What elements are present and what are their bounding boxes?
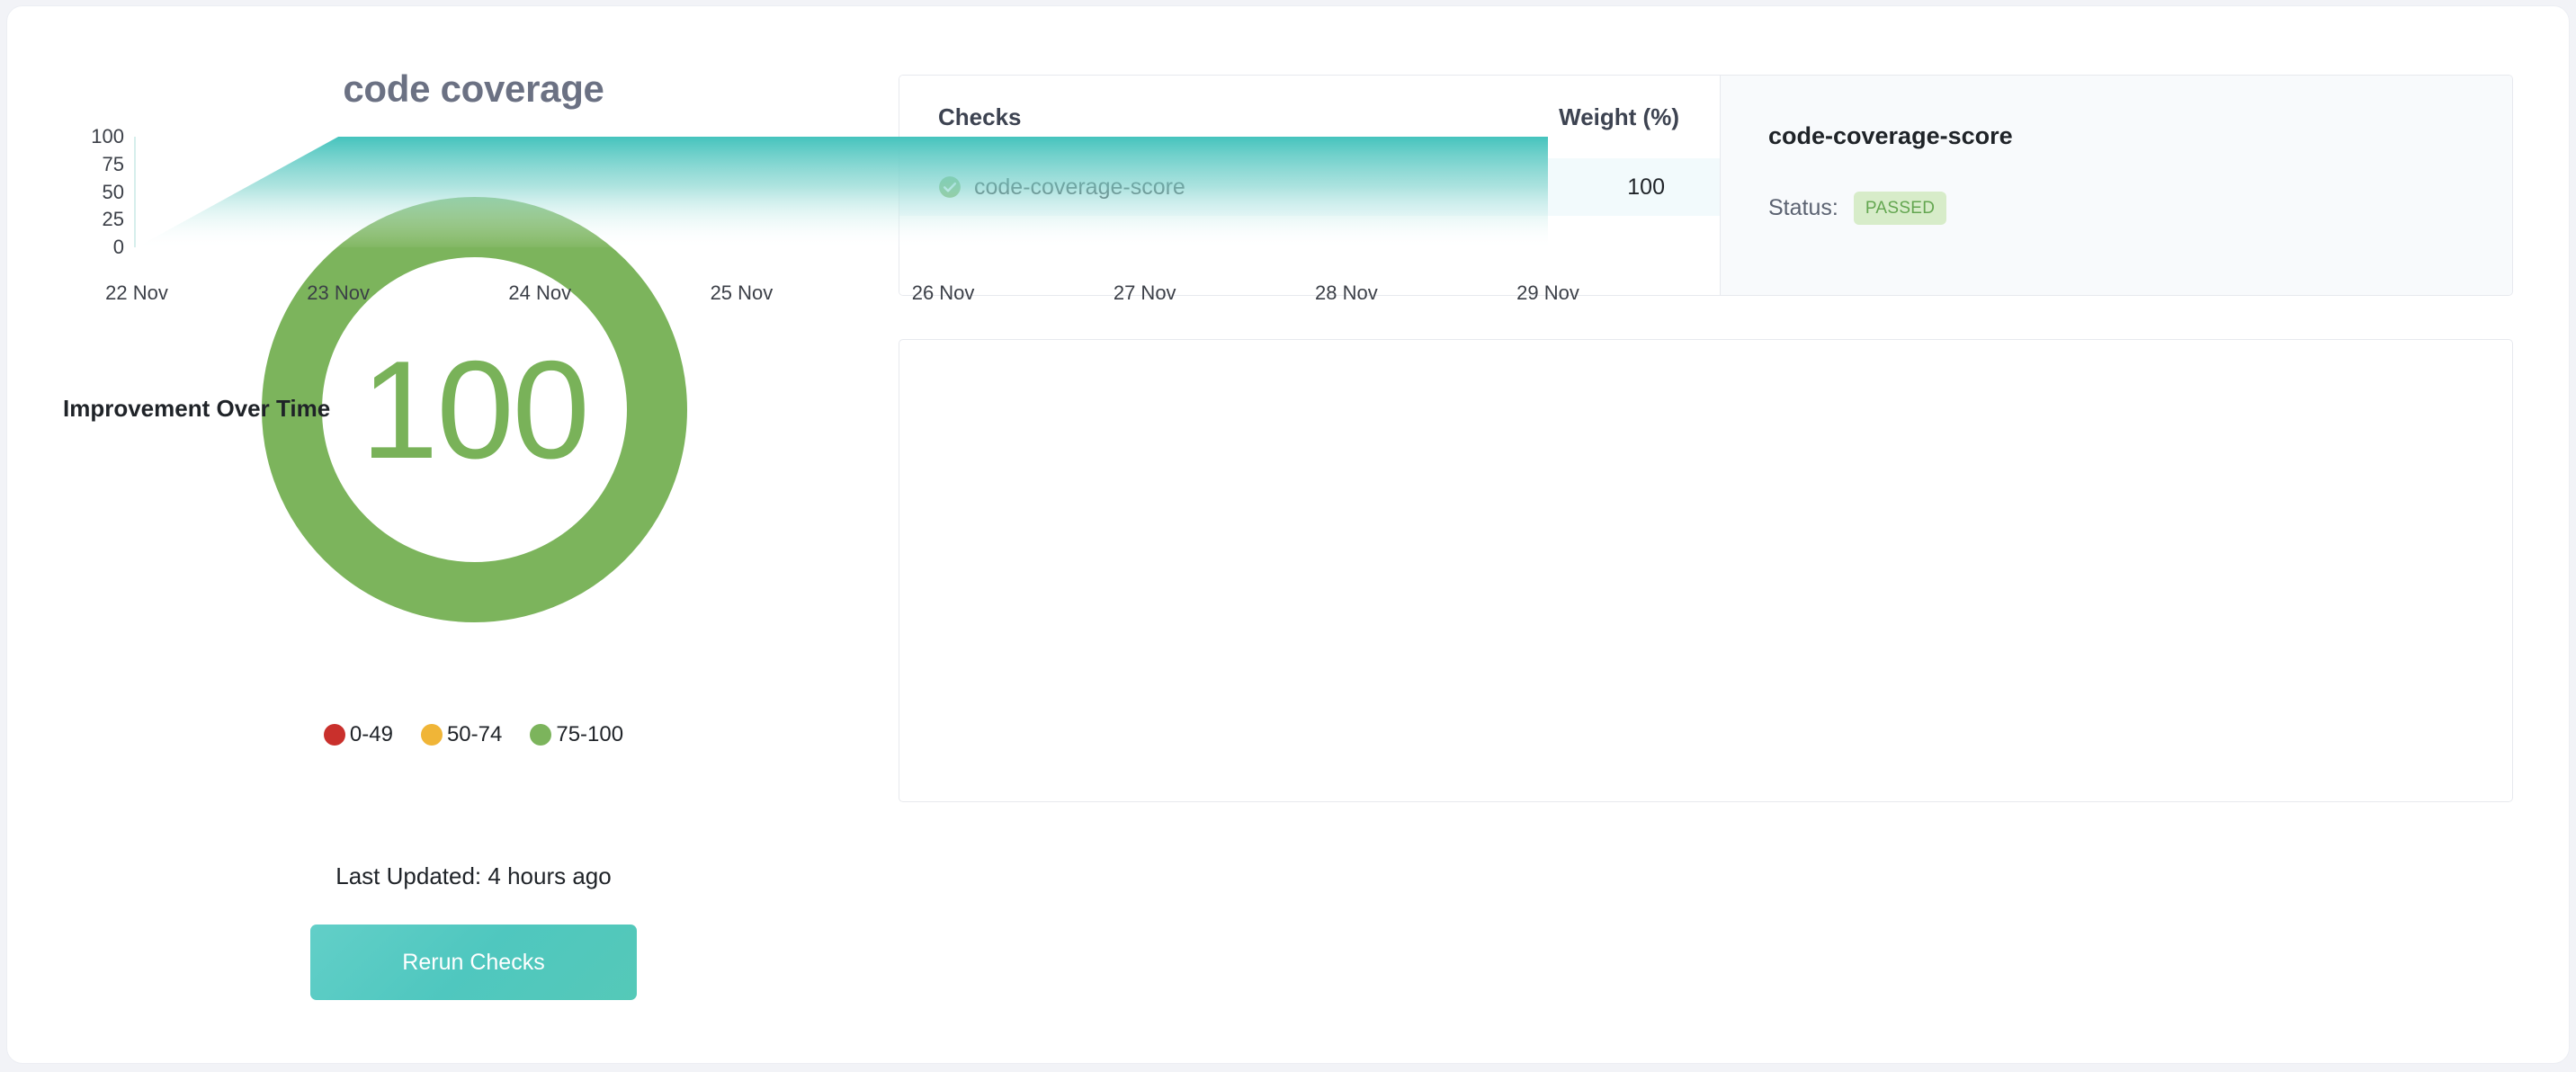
chart-series-area [134,137,1548,247]
chart-x-tick-22-Nov: 22 Nov [105,281,168,304]
legend-dot-red-icon [323,724,345,746]
chart-x-tick-25-Nov: 25 Nov [710,281,774,304]
chart-x-tick-27-Nov: 27 Nov [1113,281,1176,304]
chart-y-tick-75: 75 [102,152,124,175]
legend-item-0-49: 0-49 [323,722,393,747]
chart-x-tick-23-Nov: 23 Nov [307,281,370,304]
chart-y-tick-0: 0 [112,236,124,258]
rerun-checks-button[interactable]: Rerun Checks [310,925,637,1000]
chart-x-tick-29-Nov: 29 Nov [1516,281,1579,304]
chart-x-tick-24-Nov: 24 Nov [508,281,572,304]
chart-area-path [137,137,1548,247]
chart-y-tick-25: 25 [102,208,124,231]
gauge-legend: 0-49 50-74 75-100 [7,722,940,747]
chart-area-svg [134,137,1548,247]
page-title: code coverage [343,67,604,110]
check-detail-title: code-coverage-score [1768,122,2013,149]
legend-item-50-74: 50-74 [420,722,503,747]
chart-y-tick-50: 50 [102,180,124,203]
status-badge: PASSED [1853,192,1947,225]
status-label: Status: [1768,195,1838,220]
check-weight: 100 [1627,174,1665,200]
improvement-chart: 100 75 50 25 0 22 Nov 23 Nov 24 Nov 25 Nov 26 Nov… [7,6,1622,469]
check-detail-status: Status: PASSED [1768,192,1947,225]
legend-item-75-100: 75-100 [530,722,623,747]
chart-title: Improvement Over Time [63,395,331,422]
improvement-chart-card [899,339,2513,802]
legend-dot-green-icon [530,724,552,746]
gauge-score-value: 100 [361,331,590,487]
legend-dot-amber-icon [420,724,443,746]
chart-x-tick-28-Nov: 28 Nov [1314,281,1378,304]
legend-label-50-74: 50-74 [446,722,503,746]
column-header-checks: Checks [938,103,1022,130]
last-updated-text: Last Updated: 4 hours ago [335,862,612,889]
checks-table-header: Checks Weight (%) [899,76,1720,158]
chart-x-tick-26-Nov: 26 Nov [911,281,975,304]
score-panel: code coverage 100 0-49 50-74 75-100 Last… [7,6,893,1063]
legend-label-0-49: 0-49 [349,722,393,746]
chart-y-tick-100: 100 [91,125,124,147]
column-header-weight: Weight (%) [1559,103,1679,130]
legend-label-75-100: 75-100 [556,722,624,746]
dashboard-container: code coverage 100 0-49 50-74 75-100 Last… [6,5,2570,1064]
check-detail-panel: code-coverage-score Status: PASSED [1720,76,2512,295]
